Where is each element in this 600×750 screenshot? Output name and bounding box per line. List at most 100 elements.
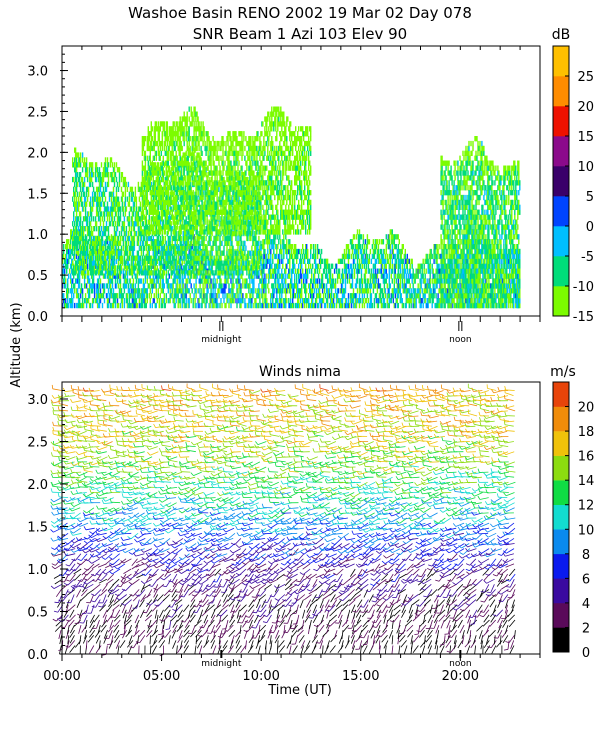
snr-cell bbox=[267, 302, 269, 309]
snr-cell bbox=[177, 288, 179, 294]
snr-cell bbox=[92, 273, 95, 279]
snr-cell bbox=[215, 293, 217, 299]
snr-cell bbox=[285, 234, 287, 240]
snr-cell bbox=[314, 283, 317, 289]
snr-cell bbox=[136, 270, 139, 276]
snr-cell bbox=[380, 268, 383, 274]
snr-cell bbox=[168, 273, 170, 279]
snr-cell bbox=[145, 293, 147, 299]
snr-cell bbox=[273, 273, 275, 279]
snr-cell bbox=[205, 263, 207, 269]
snr-cell bbox=[219, 273, 221, 279]
snr-cell bbox=[122, 268, 125, 274]
snr-cell bbox=[91, 181, 94, 188]
snr-cell bbox=[111, 162, 114, 168]
snr-cell bbox=[188, 244, 190, 250]
snr-cell bbox=[179, 283, 181, 289]
snr-cell bbox=[165, 268, 167, 274]
snr-cell bbox=[282, 288, 284, 294]
snr-cell bbox=[157, 288, 159, 294]
snr-cell bbox=[100, 250, 103, 256]
snr-cell bbox=[362, 234, 365, 240]
snr-cell bbox=[126, 293, 129, 299]
snr-cell bbox=[96, 278, 99, 284]
snr-cell bbox=[126, 302, 129, 309]
snr-cell bbox=[147, 283, 149, 289]
snr-cell bbox=[107, 181, 110, 188]
snr-cell bbox=[321, 258, 324, 265]
snr-cell bbox=[101, 283, 104, 289]
snr-cell bbox=[394, 273, 396, 279]
snr-cell bbox=[185, 229, 187, 235]
snr-cell bbox=[391, 244, 393, 250]
snr-cell bbox=[111, 258, 114, 265]
snr-cell bbox=[299, 302, 301, 309]
snr-cell bbox=[394, 293, 396, 299]
snr-cell bbox=[161, 288, 163, 294]
snr-cell bbox=[78, 283, 81, 289]
snr-cell bbox=[84, 265, 87, 271]
snr-cell bbox=[280, 239, 282, 245]
snr-cell bbox=[388, 288, 390, 294]
snr-cell bbox=[132, 302, 135, 309]
snr-cell bbox=[345, 298, 348, 304]
snr-cell bbox=[199, 234, 201, 240]
snr-cell bbox=[419, 268, 421, 274]
snr-cell bbox=[213, 273, 215, 279]
snr-cell bbox=[241, 273, 243, 279]
snr-cell bbox=[130, 302, 133, 309]
snr-cell bbox=[97, 260, 100, 266]
snr-cell bbox=[149, 302, 151, 309]
snr-cell bbox=[330, 288, 333, 294]
snr-cell bbox=[369, 278, 372, 284]
snr-cell bbox=[85, 201, 88, 207]
snr-cell bbox=[272, 288, 274, 294]
snr-cell bbox=[388, 273, 390, 279]
snr-cell bbox=[79, 216, 82, 222]
snr-cell bbox=[268, 253, 270, 260]
snr-cell bbox=[324, 293, 327, 299]
snr-cell bbox=[142, 250, 145, 256]
snr-cell bbox=[139, 240, 142, 247]
snr-cell bbox=[171, 258, 173, 265]
snr-cell bbox=[285, 283, 287, 289]
snr-cell bbox=[93, 226, 96, 232]
snr-cell bbox=[109, 288, 112, 294]
snr-cell bbox=[112, 186, 115, 193]
snr-cell bbox=[115, 176, 118, 183]
snr-cell bbox=[111, 293, 114, 299]
snr-cell bbox=[96, 288, 99, 294]
snr-cell bbox=[226, 298, 228, 304]
snr-cell bbox=[67, 283, 69, 289]
snr-cell bbox=[368, 258, 371, 265]
snr-cell bbox=[104, 240, 107, 247]
snr-cell bbox=[230, 263, 232, 269]
snr-cell bbox=[286, 253, 288, 260]
snr-cell bbox=[155, 260, 157, 266]
snr-cell bbox=[104, 181, 107, 188]
snr-cell bbox=[117, 196, 120, 202]
snr-cell bbox=[351, 248, 354, 255]
snr-cell bbox=[290, 293, 292, 299]
snr-cell bbox=[248, 268, 250, 274]
snr-cell bbox=[154, 250, 156, 256]
snr-cell bbox=[128, 293, 131, 299]
snr-cell bbox=[181, 293, 183, 299]
snr-cell bbox=[230, 302, 232, 309]
snr-cell bbox=[436, 273, 438, 279]
snr-cell bbox=[375, 244, 378, 250]
snr-cell bbox=[217, 302, 219, 309]
snr-cell bbox=[205, 298, 207, 304]
snr-cell bbox=[98, 302, 101, 309]
snr-cell bbox=[101, 196, 104, 202]
snr-cell bbox=[249, 293, 251, 299]
snr-cell bbox=[115, 244, 118, 250]
snr-cell bbox=[163, 263, 165, 269]
snr-cell bbox=[107, 176, 110, 183]
snr-cell bbox=[74, 245, 76, 251]
snr-cell bbox=[306, 278, 308, 284]
snr-cell bbox=[285, 273, 287, 279]
snr-cell bbox=[161, 298, 163, 304]
snr-cell bbox=[219, 278, 221, 284]
snr-panel: 0.00.51.01.52.02.53.0 midnight noon 2520… bbox=[27, 27, 594, 345]
